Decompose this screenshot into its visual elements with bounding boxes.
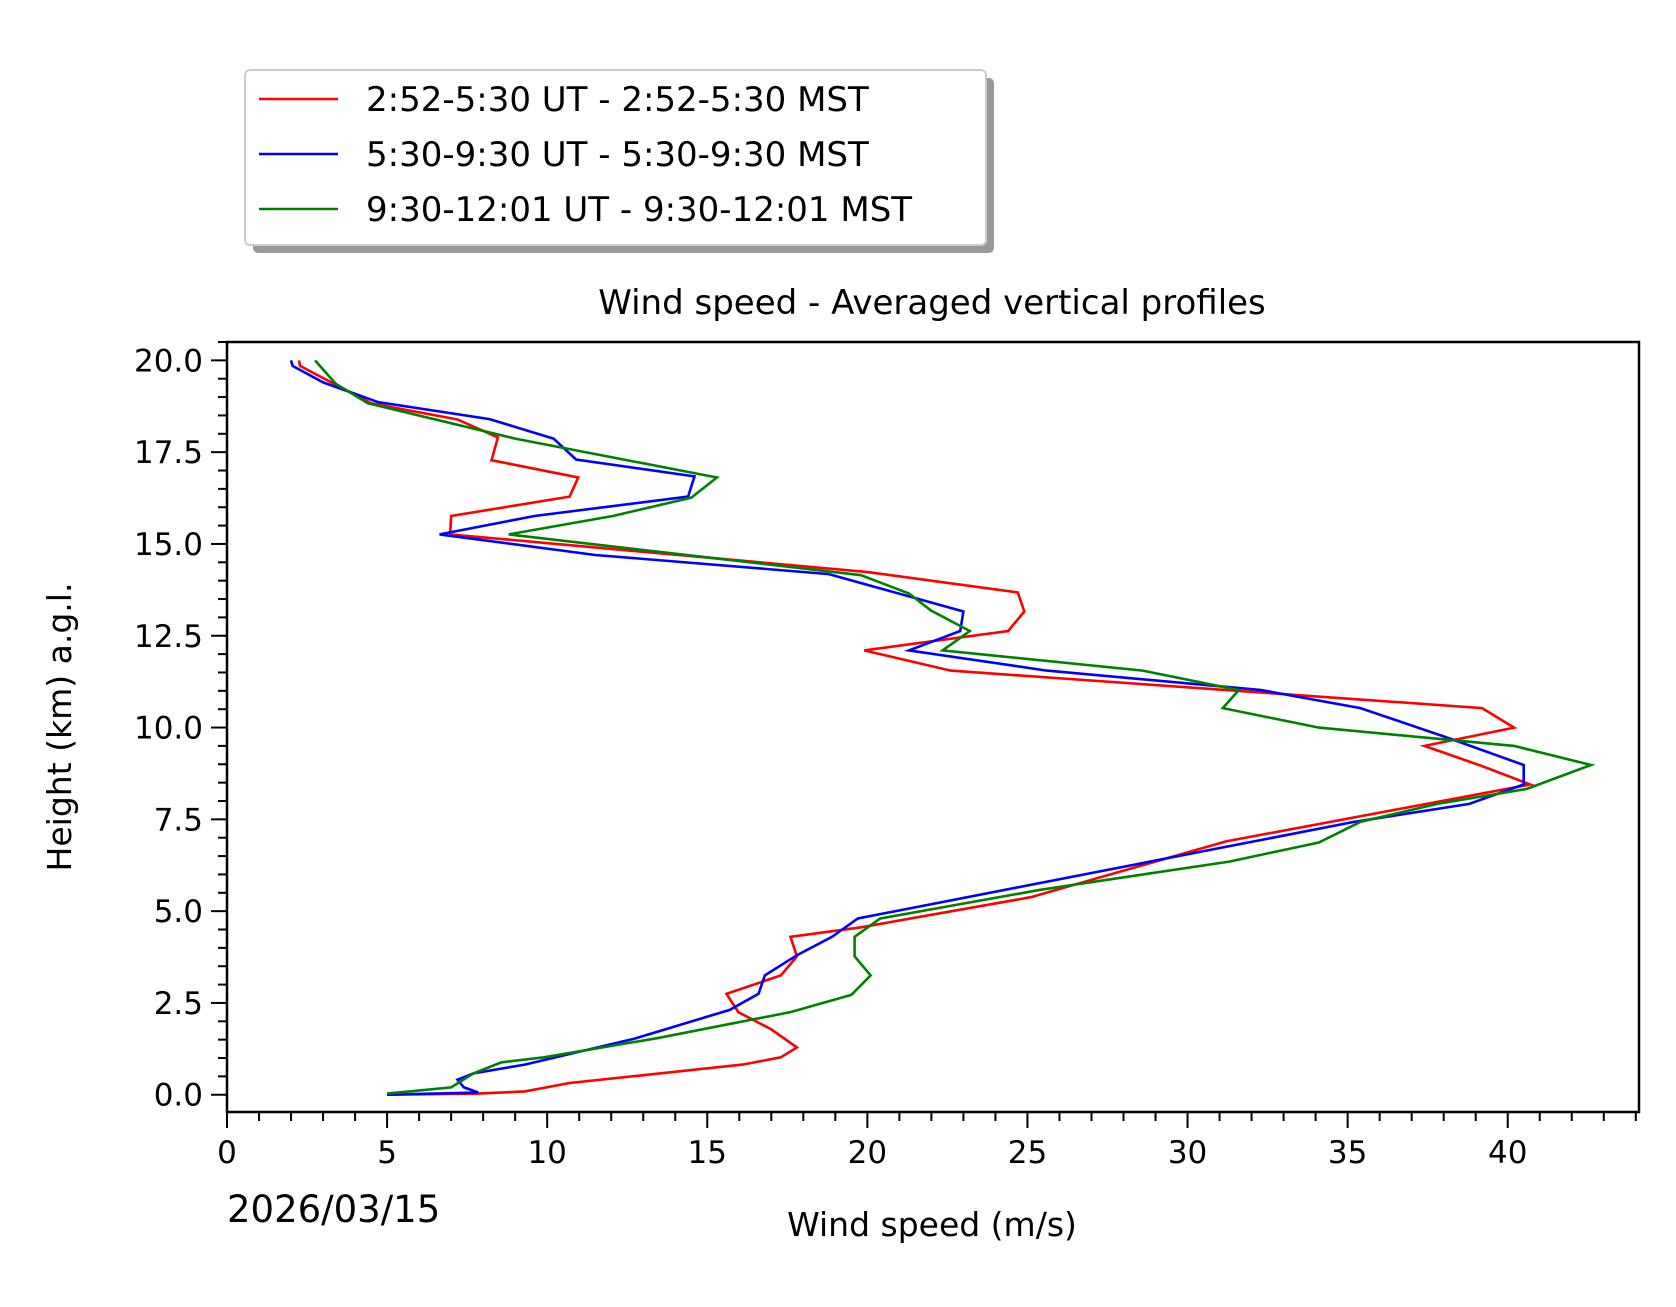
- plot-area: [225, 340, 1641, 1114]
- y-tick-label: 20.0: [134, 343, 203, 379]
- legend-label-2: 9:30-12:01 UT - 9:30-12:01 MST: [366, 190, 912, 230]
- legend: 2:52-5:30 UT - 2:52-5:30 MST 5:30-9:30 UT…: [244, 69, 994, 253]
- chart-title: Wind speed - Averaged vertical profiles: [598, 283, 1266, 323]
- legend-label-0: 2:52-5:30 UT - 2:52-5:30 MST: [366, 80, 869, 120]
- x-tick-label: 35: [1328, 1135, 1367, 1171]
- date-label: 2026/03/15: [227, 1188, 440, 1231]
- x-tick-label: 15: [688, 1135, 727, 1171]
- legend-box: [244, 69, 987, 246]
- y-tick-label: 17.5: [134, 435, 203, 471]
- x-tick-label: 20: [848, 1135, 887, 1171]
- x-tick-label: 30: [1168, 1135, 1207, 1171]
- x-tick-label: 5: [377, 1135, 397, 1171]
- series-line-1: [289, 360, 1525, 1096]
- y-axis: 0.0 2.5 5.0 7.5 10.0 12.5 15.0 17.5 20.0: [134, 341, 227, 1114]
- y-tick-label: 7.5: [154, 802, 203, 838]
- legend-label-1: 5:30-9:30 UT - 5:30-9:30 MST: [366, 135, 869, 175]
- series-line-0: [297, 360, 1535, 1096]
- x-tick-label: 0: [217, 1135, 237, 1171]
- y-axis-label: Height (km) a.g.l.: [40, 583, 79, 872]
- y-tick-label: 2.5: [154, 986, 203, 1022]
- x-tick-label: 10: [527, 1135, 566, 1171]
- x-tick-label: 25: [1008, 1135, 1047, 1171]
- y-tick-label: 0.0: [154, 1078, 203, 1114]
- x-axis: 0 5 10 15 20 25 30 35 40: [217, 1112, 1637, 1171]
- y-tick-label: 10.0: [134, 711, 203, 747]
- y-tick-label: 15.0: [134, 527, 203, 563]
- y-tick-label: 12.5: [134, 619, 203, 655]
- x-tick-label: 40: [1488, 1135, 1527, 1171]
- series-line-2: [314, 359, 1596, 1095]
- plot-frame: [225, 340, 1641, 1114]
- y-tick-label: 5.0: [154, 894, 203, 930]
- x-axis-label: Wind speed (m/s): [787, 1205, 1077, 1244]
